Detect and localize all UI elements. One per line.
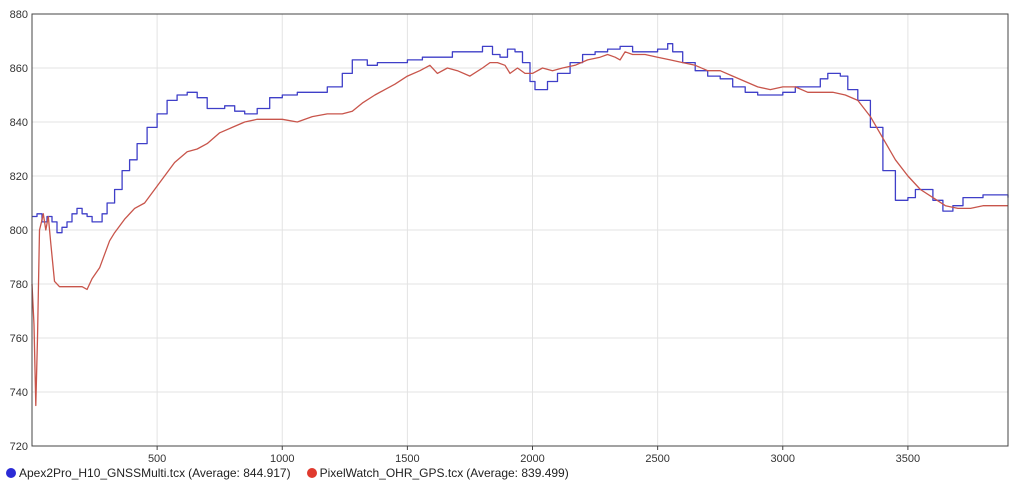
y-tick-label: 860 bbox=[10, 63, 28, 75]
x-tick-label: 1500 bbox=[395, 453, 419, 465]
legend-item-apex2pro[interactable]: Apex2Pro_H10_GNSSMulti.tcx (Average: 844… bbox=[6, 466, 291, 480]
series-line-pixelwatch bbox=[31, 51, 1008, 407]
x-tick-label: 3000 bbox=[771, 453, 795, 465]
x-axis-ticks: 500 1000 1500 2000 2500 3000 3500 bbox=[148, 446, 920, 465]
legend-item-pixelwatch[interactable]: PixelWatch_OHR_GPS.tcx (Average: 839.499… bbox=[306, 466, 569, 480]
y-tick-label: 720 bbox=[10, 441, 28, 453]
y-axis-ticks: 720 740 760 780 800 820 840 860 880 bbox=[10, 9, 28, 453]
legend-average-apex2pro: (Average: 844.917) bbox=[188, 466, 291, 480]
legend-marker-apex2pro bbox=[6, 468, 16, 478]
legend-label-pixelwatch: PixelWatch_OHR_GPS.tcx bbox=[319, 466, 464, 480]
legend-average-pixelwatch: (Average: 839.499) bbox=[466, 466, 569, 480]
legend-label-apex2pro: Apex2Pro_H10_GNSSMulti.tcx bbox=[19, 466, 186, 480]
y-tick-label: 840 bbox=[10, 117, 28, 129]
y-tick-label: 880 bbox=[10, 9, 28, 21]
plot-area-frame bbox=[31, 13, 1009, 447]
series-lines bbox=[31, 43, 1009, 407]
y-tick-label: 800 bbox=[10, 225, 28, 237]
y-tick-label: 760 bbox=[10, 333, 28, 345]
x-tick-label: 1000 bbox=[270, 453, 294, 465]
legend-marker-pixelwatch bbox=[306, 468, 317, 478]
x-tick-label: 2500 bbox=[645, 453, 669, 465]
y-tick-label: 740 bbox=[10, 387, 28, 399]
x-tick-label: 3500 bbox=[896, 453, 920, 465]
x-tick-label: 500 bbox=[148, 453, 166, 465]
y-tick-label: 820 bbox=[10, 171, 28, 183]
grid bbox=[32, 13, 1008, 447]
legend: Apex2Pro_H10_GNSSMulti.tcx (Average: 844… bbox=[6, 466, 569, 480]
line-chart: 720 740 760 780 800 820 840 860 880 500 1000 1500 2… bbox=[10, 9, 1009, 465]
y-tick-label: 780 bbox=[10, 279, 28, 291]
x-tick-label: 2000 bbox=[520, 453, 544, 465]
series-line-apex2pro bbox=[32, 43, 1009, 234]
